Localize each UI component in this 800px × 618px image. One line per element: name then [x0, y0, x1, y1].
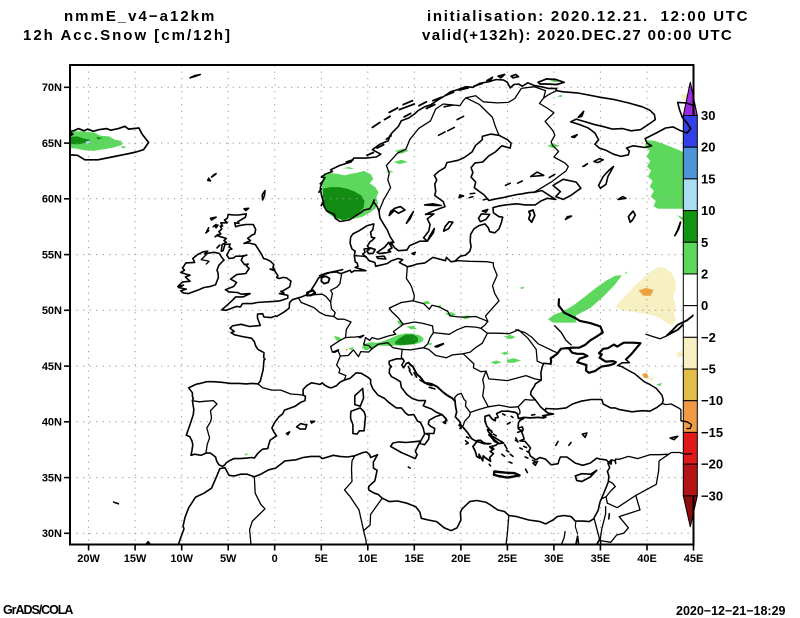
svg-text:25E: 25E	[498, 553, 518, 565]
svg-text:30: 30	[701, 108, 715, 123]
svg-text:5W: 5W	[220, 553, 237, 565]
svg-text:40N: 40N	[42, 417, 62, 429]
svg-text:5E: 5E	[315, 553, 328, 565]
svg-text:65N: 65N	[42, 138, 62, 150]
svg-text:20W: 20W	[77, 553, 100, 565]
svg-text:−5: −5	[701, 362, 716, 377]
svg-text:−15: −15	[701, 425, 723, 440]
svg-text:10: 10	[701, 203, 715, 218]
svg-text:−10: −10	[701, 393, 723, 408]
svg-text:0: 0	[272, 553, 278, 565]
svg-text:0: 0	[701, 298, 708, 313]
svg-text:5: 5	[701, 235, 708, 250]
svg-text:45E: 45E	[684, 553, 704, 565]
svg-text:50N: 50N	[42, 305, 62, 317]
svg-text:2: 2	[701, 267, 708, 282]
svg-text:30E: 30E	[544, 553, 564, 565]
svg-text:−30: −30	[701, 488, 723, 503]
svg-text:35N: 35N	[42, 472, 62, 484]
svg-text:10E: 10E	[358, 553, 378, 565]
svg-text:−2: −2	[701, 330, 716, 345]
svg-text:15W: 15W	[124, 553, 147, 565]
svg-text:45N: 45N	[42, 361, 62, 373]
svg-text:30N: 30N	[42, 528, 62, 540]
svg-text:20E: 20E	[451, 553, 471, 565]
svg-text:35E: 35E	[591, 553, 611, 565]
svg-text:70N: 70N	[42, 82, 62, 94]
svg-text:40E: 40E	[637, 553, 657, 565]
svg-text:−20: −20	[701, 457, 723, 472]
svg-text:20: 20	[701, 140, 715, 155]
svg-text:15E: 15E	[405, 553, 425, 565]
svg-text:15: 15	[701, 171, 715, 186]
svg-text:60N: 60N	[42, 194, 62, 206]
svg-text:10W: 10W	[170, 553, 193, 565]
svg-text:55N: 55N	[42, 249, 62, 261]
